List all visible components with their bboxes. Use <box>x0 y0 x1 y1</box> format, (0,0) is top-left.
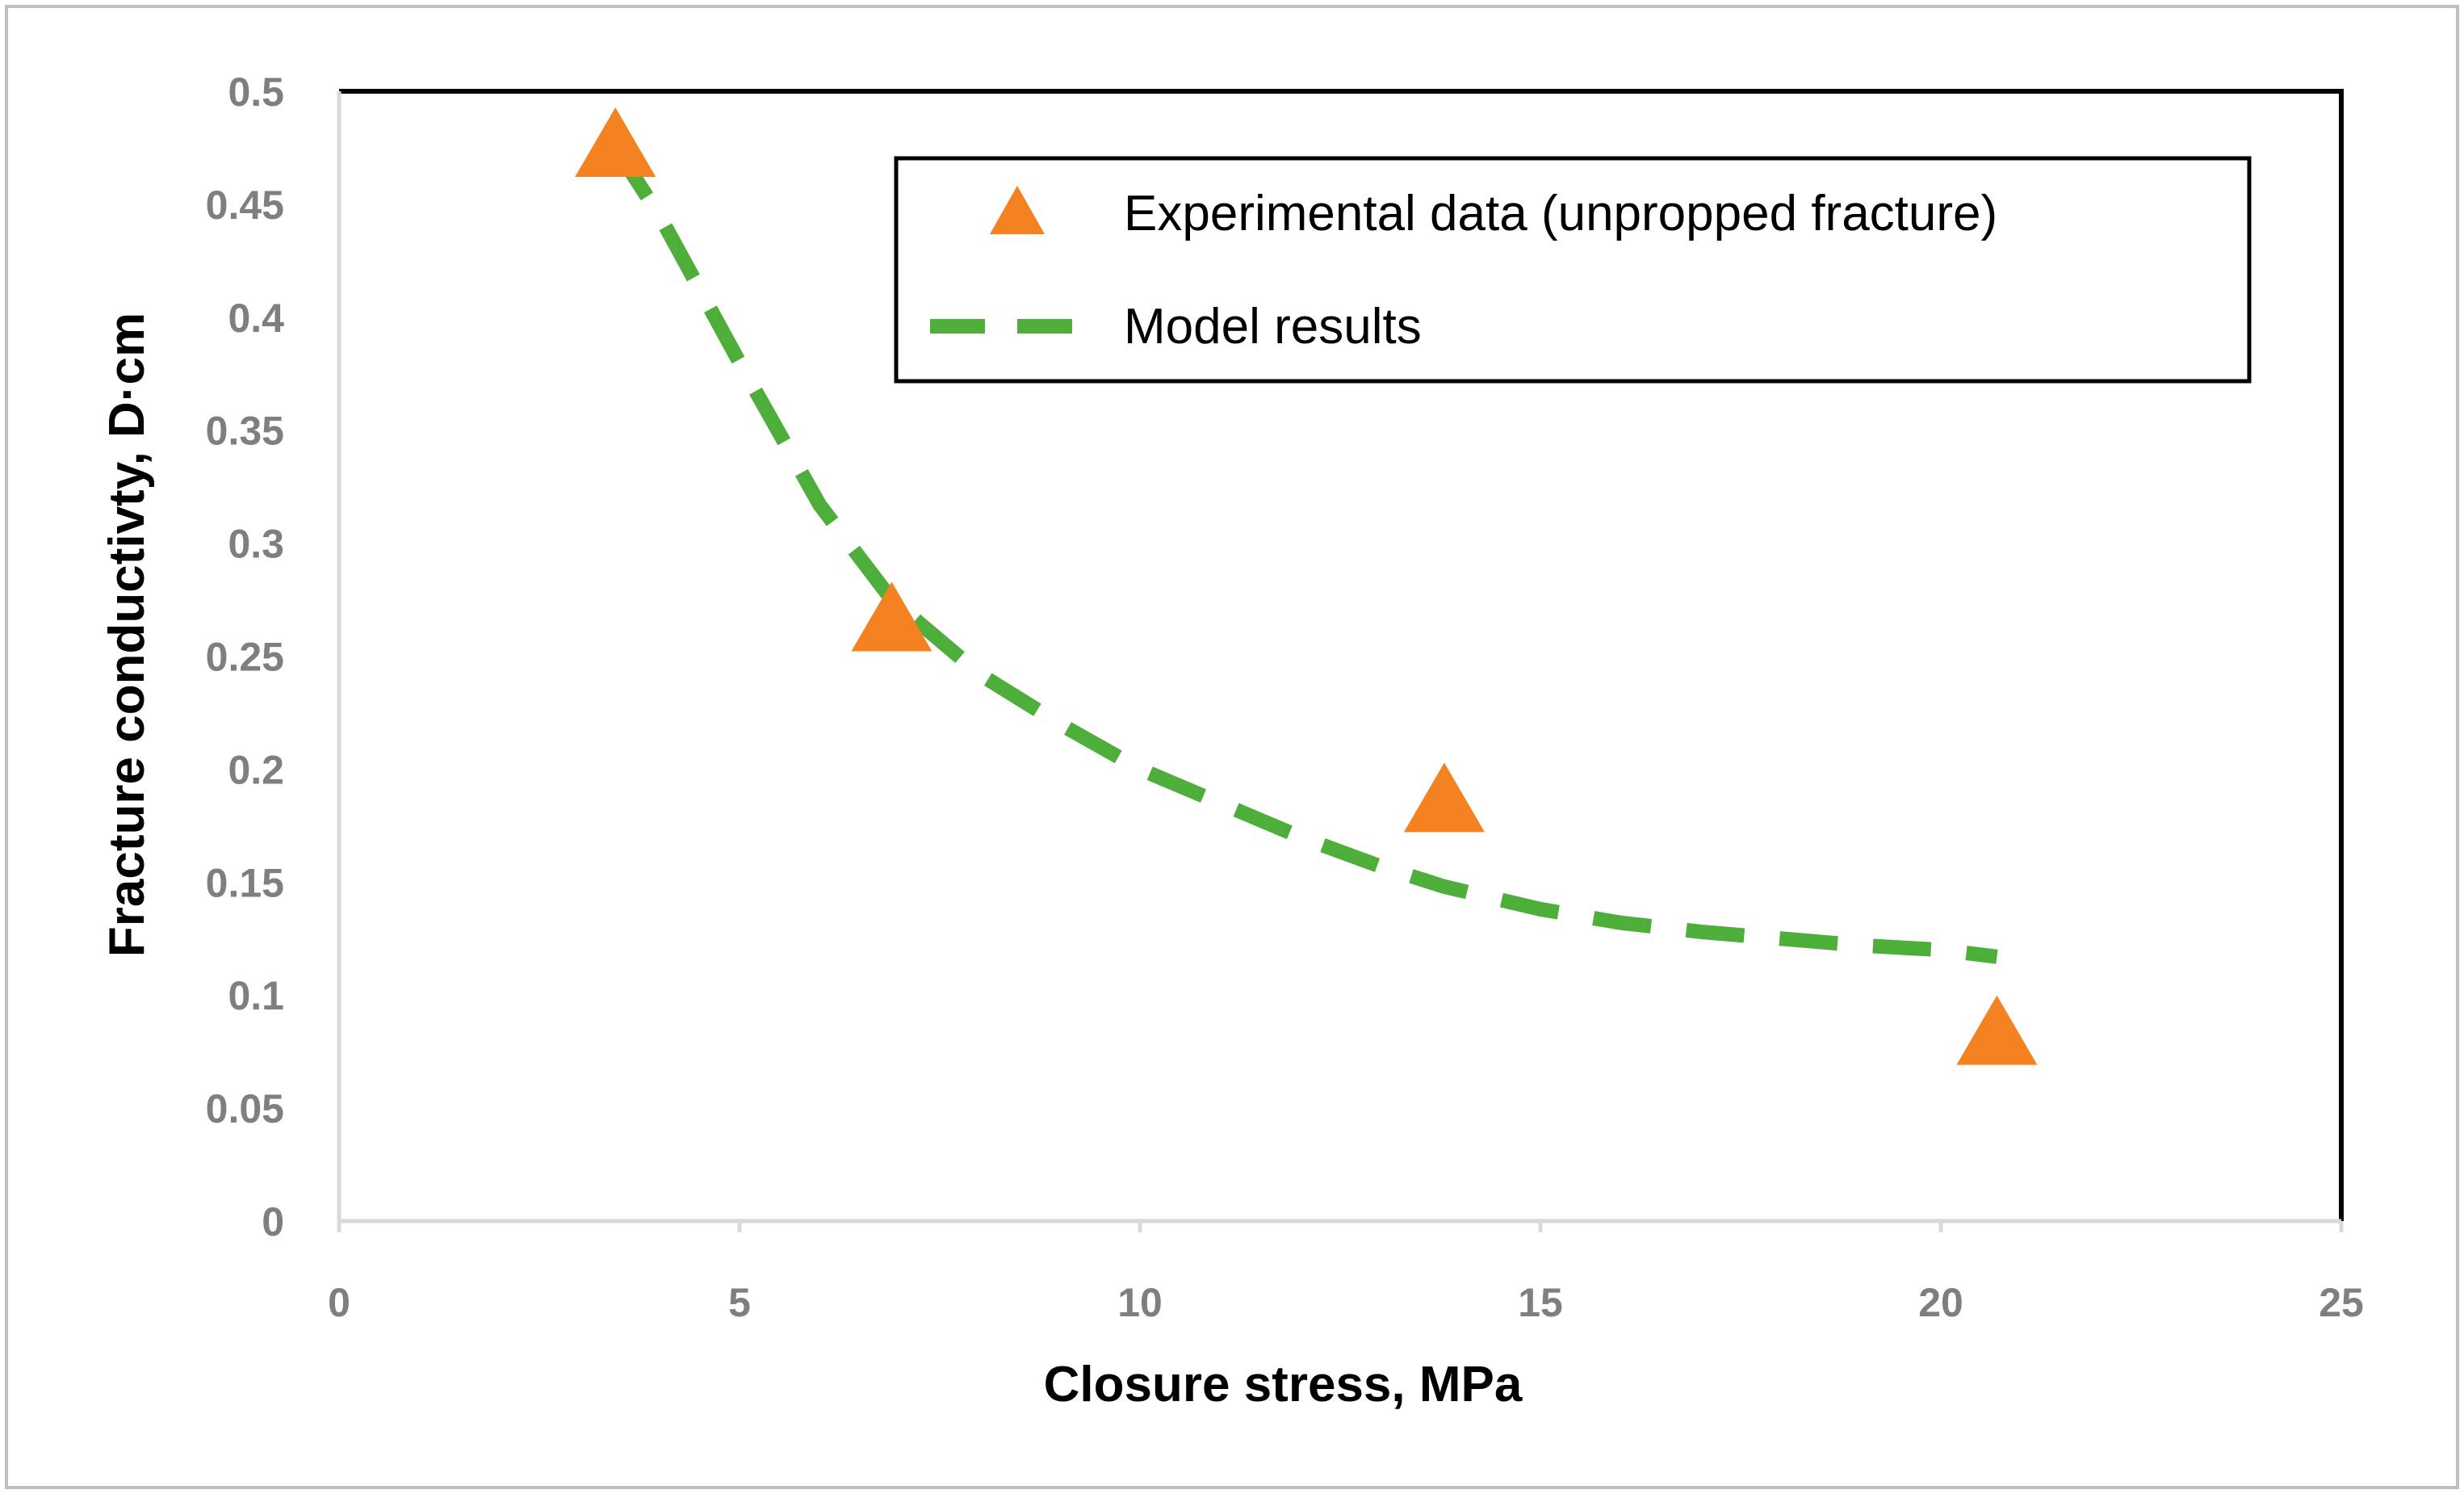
legend-box <box>894 156 2252 384</box>
x-tick-label: 25 <box>2319 1280 2364 1325</box>
y-tick-label: 0 <box>262 1199 284 1244</box>
data-point-experimental <box>1403 762 1485 833</box>
legend-marker-experimental <box>990 186 1045 234</box>
y-tick-label: 0.05 <box>206 1086 284 1131</box>
y-tick-label: 0.1 <box>228 973 284 1018</box>
x-tick-label: 0 <box>328 1280 350 1325</box>
y-tick-label: 0.25 <box>206 635 284 680</box>
y-tick-label: 0.45 <box>206 183 284 228</box>
x-tick-label: 10 <box>1117 1280 1163 1325</box>
x-tick-label: 15 <box>1518 1280 1563 1325</box>
legend-label-model: Model results <box>1124 299 1422 355</box>
y-tick-label: 0.4 <box>228 296 284 341</box>
x-tick-label: 5 <box>728 1280 751 1325</box>
series-layer <box>575 107 2038 1065</box>
y-tick-labels: 0 0.05 0.1 0.15 0.2 0.25 0.3 0.35 0.4 0.45 0.5 <box>206 69 285 1244</box>
y-tick-label: 0.3 <box>228 522 284 567</box>
y-axis-title: Fracture conductivty, D·cm <box>99 313 155 957</box>
data-point-experimental <box>575 107 656 177</box>
y-tick-label: 0.2 <box>228 747 284 792</box>
data-point-experimental <box>1956 995 2038 1065</box>
x-tick-labels: 0 5 10 15 20 25 <box>328 1221 2364 1325</box>
legend-label-experimental: Experimental data (unpropped fracture) <box>1124 186 1997 241</box>
x-tick-label: 20 <box>1918 1280 1963 1325</box>
x-axis-title: Closure stress, MPa <box>1044 1357 1523 1412</box>
y-tick-label: 0.35 <box>206 409 284 454</box>
series-line-model-results <box>609 144 1998 964</box>
legend: Experimental data (unpropped fracture) M… <box>894 156 2252 384</box>
y-tick-label: 0.5 <box>228 69 284 115</box>
plot-border <box>339 89 2344 1221</box>
data-point-experimental <box>851 581 932 652</box>
y-tick-label: 0.15 <box>206 860 284 905</box>
